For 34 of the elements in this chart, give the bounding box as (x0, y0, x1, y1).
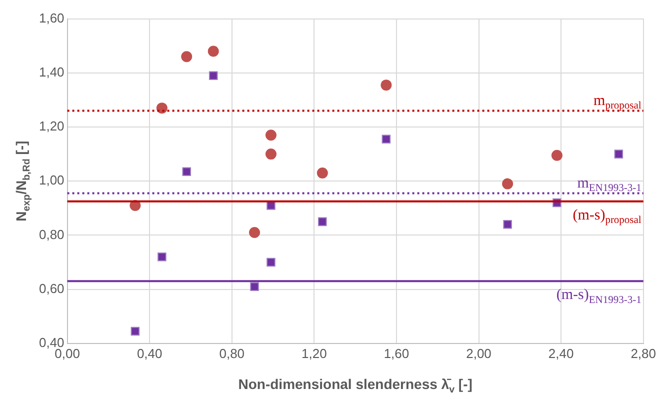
point (265, 148, 276, 160)
point (503, 220, 512, 229)
y-tick-label: 1,60 (38, 10, 64, 26)
y-tick-label: 1,00 (38, 172, 64, 188)
y-tick-label: 1,40 (38, 64, 64, 80)
y-axis-title: Nexp/Nb,Rd [-] (13, 140, 32, 222)
point (502, 178, 514, 190)
point (208, 46, 219, 57)
point (318, 217, 327, 226)
x-tick-label: 2,80 (630, 346, 656, 361)
point (382, 134, 391, 144)
point (265, 130, 276, 141)
point (249, 226, 260, 238)
y-tick-label: 0,80 (38, 226, 64, 242)
x-tick-label: 0,40 (136, 346, 162, 361)
x-tick-label: 1,20 (302, 346, 327, 361)
point (208, 71, 218, 80)
point (158, 252, 166, 262)
x-tick-label: 2,40 (548, 346, 574, 361)
point (250, 282, 259, 291)
point (156, 102, 168, 114)
x-tick-label: 2,00 (466, 346, 492, 361)
point (551, 150, 562, 161)
point (266, 258, 276, 267)
point (316, 167, 328, 178)
x-tick-label: 0,80 (219, 346, 245, 361)
point (614, 150, 624, 158)
point (130, 326, 140, 336)
x-tick-label: 1,60 (384, 346, 410, 361)
point (380, 80, 392, 91)
y-tick-label: 1,20 (38, 118, 64, 134)
y-tick-label: 0,60 (38, 280, 64, 296)
point (181, 51, 192, 62)
point (182, 167, 192, 176)
